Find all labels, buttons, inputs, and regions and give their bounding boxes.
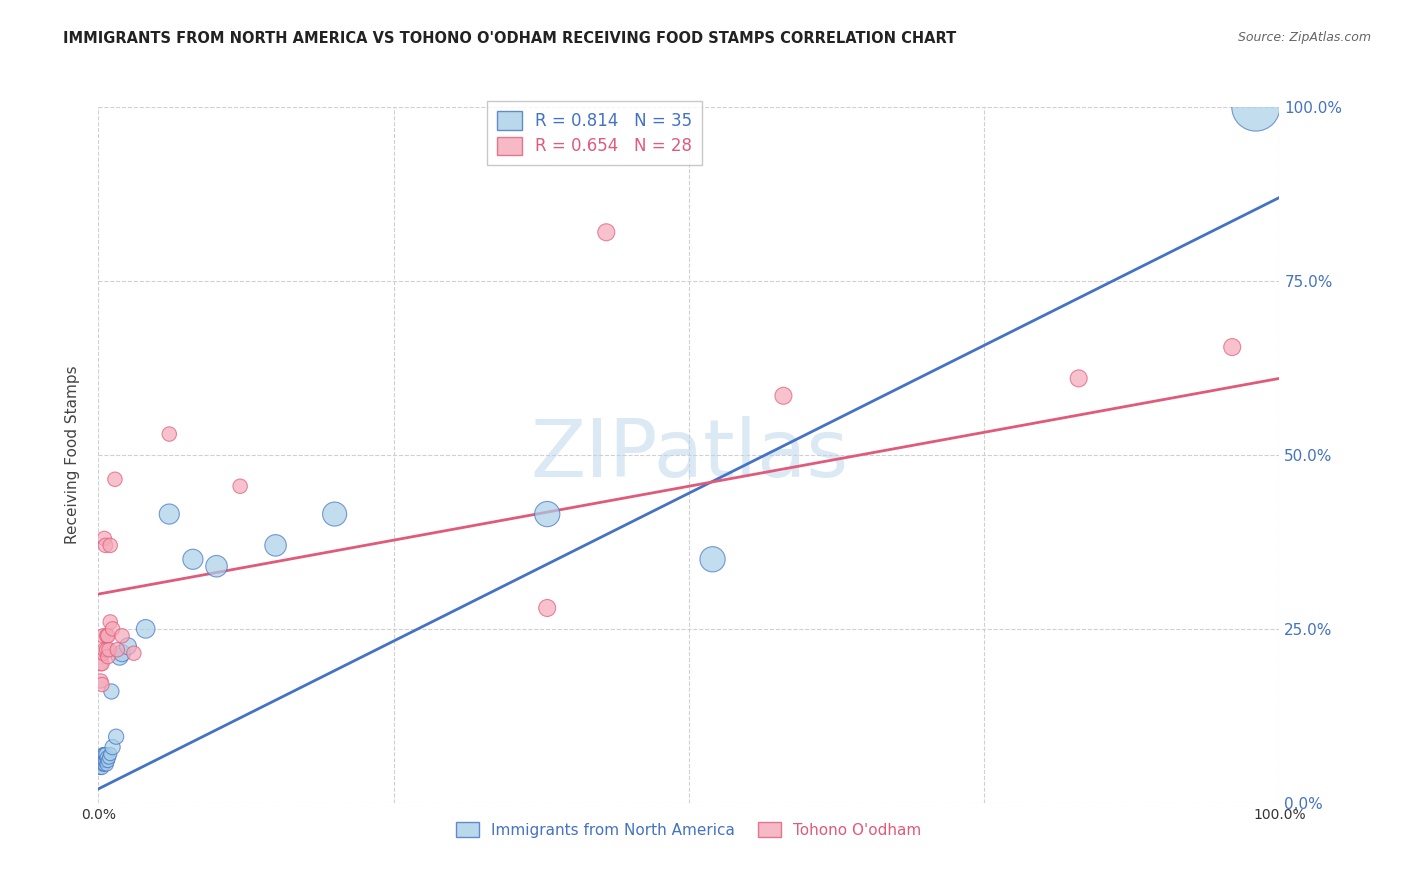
Point bbox=[105, 730, 128, 744]
Point bbox=[1244, 100, 1267, 114]
Point bbox=[90, 657, 112, 671]
Point bbox=[94, 538, 117, 552]
Point bbox=[108, 649, 131, 664]
Text: ZIPatlas: ZIPatlas bbox=[530, 416, 848, 494]
Point bbox=[111, 646, 134, 660]
Point bbox=[536, 601, 558, 615]
Point bbox=[97, 649, 120, 664]
Point bbox=[90, 750, 112, 764]
Point bbox=[90, 757, 112, 772]
Point bbox=[105, 642, 128, 657]
Point bbox=[91, 657, 114, 671]
Point bbox=[104, 472, 127, 486]
Point bbox=[1067, 371, 1090, 385]
Point bbox=[94, 747, 117, 761]
Legend: Immigrants from North America, Tohono O'odham: Immigrants from North America, Tohono O'… bbox=[450, 815, 928, 844]
Point bbox=[93, 747, 115, 761]
Point bbox=[94, 754, 117, 768]
Point bbox=[101, 622, 124, 636]
Point bbox=[98, 750, 121, 764]
Point bbox=[1220, 340, 1243, 354]
Point bbox=[157, 507, 180, 521]
Point bbox=[91, 754, 114, 768]
Point bbox=[93, 757, 115, 772]
Point bbox=[229, 479, 252, 493]
Point bbox=[89, 761, 111, 775]
Point bbox=[93, 642, 115, 657]
Point bbox=[91, 747, 114, 761]
Point bbox=[117, 639, 139, 653]
Point bbox=[111, 629, 134, 643]
Point bbox=[772, 389, 794, 403]
Point bbox=[91, 761, 114, 775]
Point bbox=[702, 552, 724, 566]
Point bbox=[91, 754, 114, 768]
Point bbox=[90, 754, 112, 768]
Text: IMMIGRANTS FROM NORTH AMERICA VS TOHONO O'ODHAM RECEIVING FOOD STAMPS CORRELATIO: IMMIGRANTS FROM NORTH AMERICA VS TOHONO … bbox=[63, 31, 956, 46]
Point bbox=[96, 750, 118, 764]
Point bbox=[536, 507, 558, 521]
Point bbox=[595, 225, 617, 239]
Point bbox=[264, 538, 287, 552]
Text: Source: ZipAtlas.com: Source: ZipAtlas.com bbox=[1237, 31, 1371, 45]
Point bbox=[91, 757, 114, 772]
Y-axis label: Receiving Food Stamps: Receiving Food Stamps bbox=[65, 366, 80, 544]
Point bbox=[96, 757, 118, 772]
Point bbox=[98, 642, 121, 657]
Point bbox=[101, 740, 124, 755]
Point bbox=[323, 507, 346, 521]
Point bbox=[157, 427, 180, 442]
Point bbox=[93, 754, 115, 768]
Point bbox=[97, 629, 120, 643]
Point bbox=[100, 684, 122, 698]
Point bbox=[122, 646, 145, 660]
Point bbox=[96, 642, 118, 657]
Point bbox=[98, 538, 121, 552]
Point bbox=[96, 629, 118, 643]
Point bbox=[91, 677, 114, 691]
Point bbox=[98, 615, 121, 629]
Point bbox=[91, 750, 114, 764]
Point bbox=[97, 754, 120, 768]
Point bbox=[135, 622, 157, 636]
Point bbox=[181, 552, 204, 566]
Point bbox=[98, 747, 121, 761]
Point bbox=[205, 559, 228, 574]
Point bbox=[90, 674, 112, 689]
Point bbox=[91, 629, 114, 643]
Point bbox=[93, 532, 115, 546]
Point bbox=[91, 646, 114, 660]
